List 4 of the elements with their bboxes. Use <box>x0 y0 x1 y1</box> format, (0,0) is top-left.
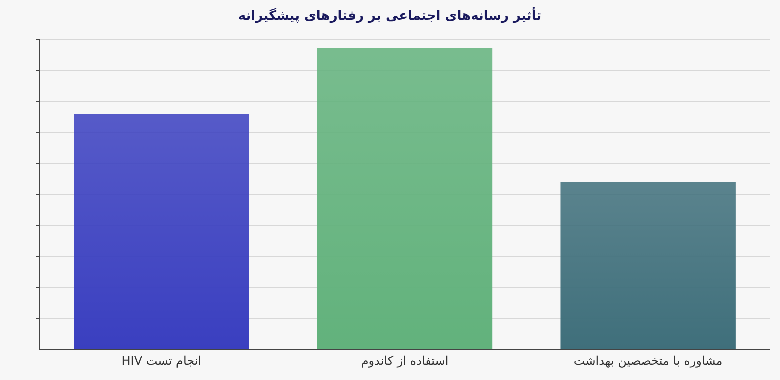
chart-title: تأثیر رسانه‌های اجتماعی بر رفتارهای پیشگیرانه <box>238 7 542 24</box>
x-tick-label: استفاده از کاندوم <box>361 354 449 368</box>
x-tick-label: انجام تست HIV <box>122 354 202 368</box>
x-tick-label: مشاوره با متخصصین بهداشت <box>574 354 723 368</box>
